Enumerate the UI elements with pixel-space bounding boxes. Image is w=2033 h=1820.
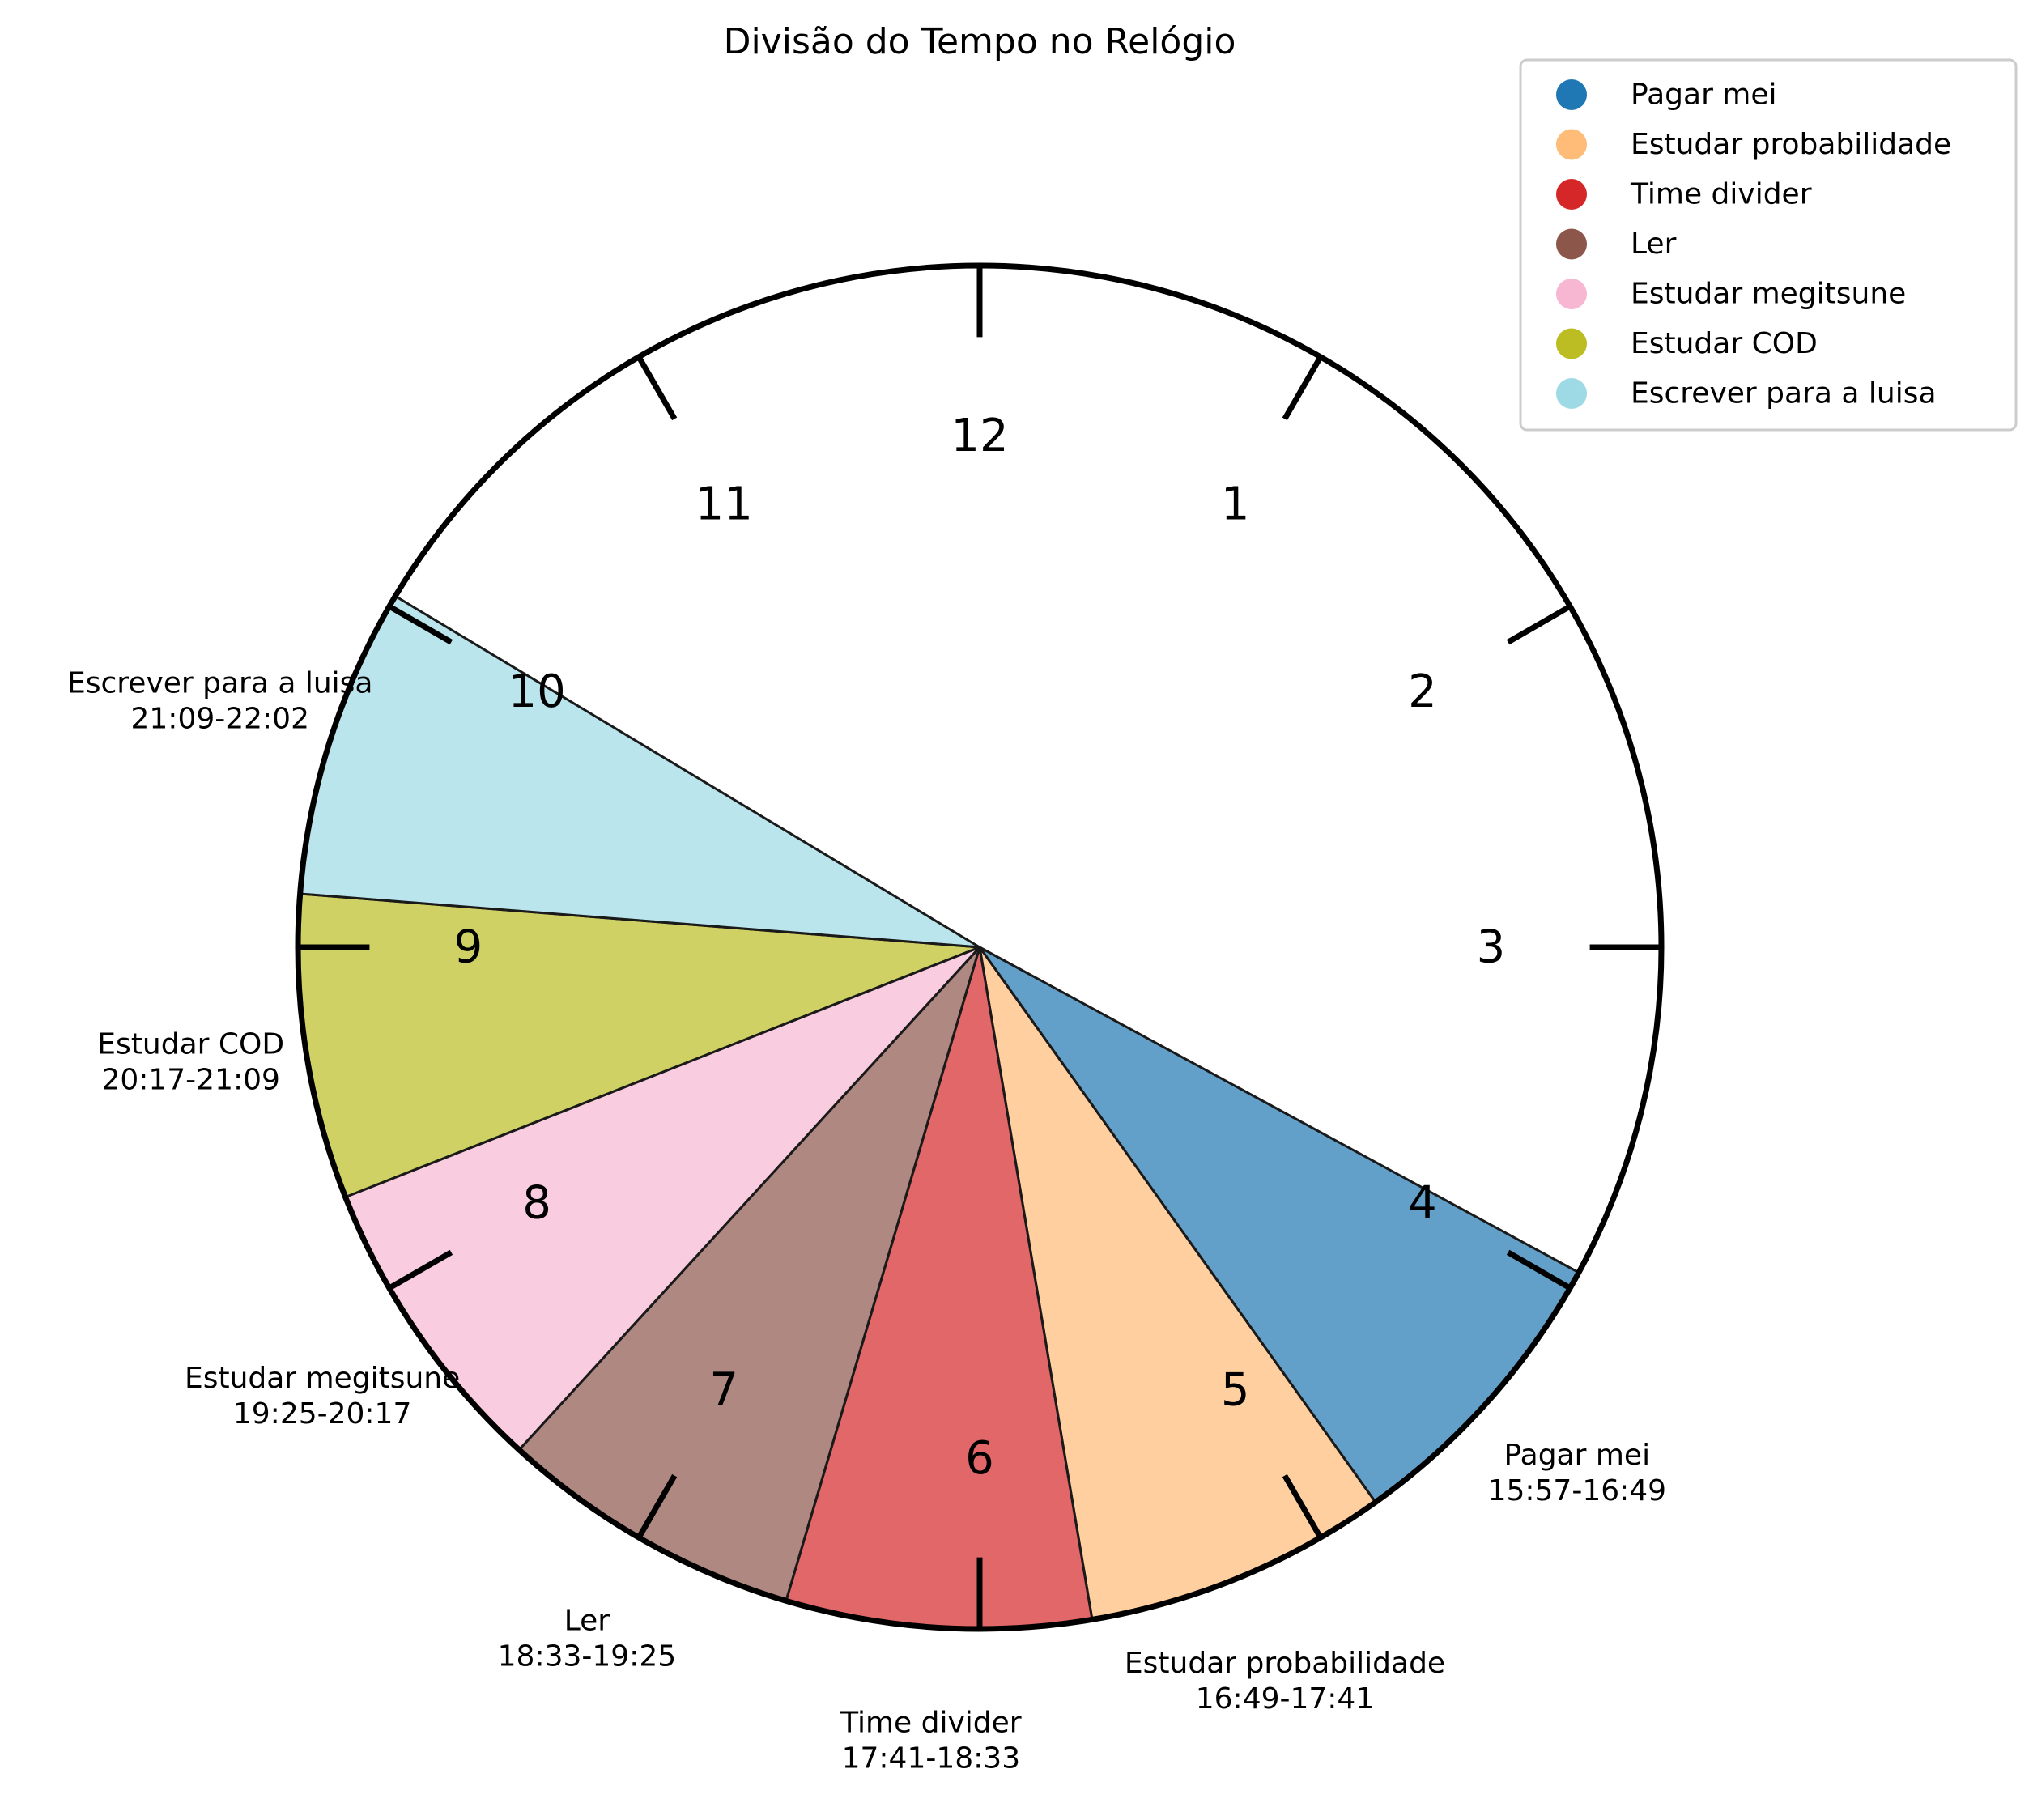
hour-tick-11 [636,355,678,421]
segment-label-2: Estudar probabilidade 16:49-17:41 [1125,1647,1445,1716]
hour-number-2: 2 [1408,665,1437,718]
legend-label-7: Escrever para a luisa [1631,377,1937,410]
hour-tick-8 [388,1249,453,1291]
legend-label-5: Estudar megitsune [1631,278,1906,311]
hour-tick-1 [1282,355,1324,421]
hour-number-11: 11 [695,478,753,531]
hour-tick-2 [1506,603,1572,645]
hour-number-4: 4 [1408,1176,1437,1229]
segment-name-2: Estudar probabilidade [1125,1647,1445,1680]
chart-title: Divisão do Tempo no Relógio [724,21,1236,62]
legend-marker-7 [1556,378,1587,409]
segment-name-4: Ler [564,1604,610,1637]
legend-label-2: Estudar probabilidade [1631,128,1951,161]
segment-time-range-4: 18:33-19:25 [498,1639,676,1673]
hour-tick-10 [388,603,453,645]
hour-number-9: 9 [454,921,483,974]
legend-label-1: Pagar mei [1631,79,1777,112]
segment-name-3: Time divider [840,1706,1022,1739]
hour-number-10: 10 [508,665,565,718]
hour-number-7: 7 [709,1363,738,1416]
segment-time-range-6: 20:17-21:09 [101,1064,279,1097]
hour-tick-4 [1506,1249,1572,1291]
legend-items: Pagar mei Estudar probabilidade Time divid… [1556,79,1951,410]
segment-name-5: Estudar megitsune [185,1362,460,1395]
segment-time-range-5: 19:25-20:17 [233,1397,411,1431]
legend-marker-1 [1556,79,1587,110]
legend-label-3: Time divider [1630,178,1812,211]
segment-time-range-7: 21:09-22:02 [131,703,309,736]
legend-label-4: Ler [1631,228,1677,261]
legend-marker-3 [1556,179,1587,210]
hour-number-5: 5 [1221,1363,1250,1416]
segment-label-3: Time divider 17:41-18:33 [840,1706,1022,1775]
hour-tick-7 [636,1473,678,1539]
legend-marker-4 [1556,228,1587,260]
segment-label-5: Estudar megitsune 19:25-20:17 [185,1362,460,1431]
legend-marker-5 [1556,279,1587,309]
segment-name-1: Pagar mei [1504,1439,1651,1472]
segment-time-range-1: 15:57-16:49 [1488,1474,1666,1507]
segment-label-4: Ler 18:33-19:25 [498,1604,676,1673]
segment-label-6: Estudar COD 20:17-21:09 [97,1028,284,1097]
segment-label-1: Pagar mei 15:57-16:49 [1488,1439,1666,1507]
hour-number-1: 1 [1221,478,1250,531]
segments-layer [296,594,1580,1631]
segment-labels-layer: Pagar mei 15:57-16:49 Estudar probabilidad… [67,667,1666,1775]
segment-name-6: Estudar COD [97,1028,284,1061]
segment-name-7: Escrever para a luisa [67,667,373,700]
legend: Pagar mei Estudar probabilidade Time divid… [1519,58,2018,432]
hour-tick-5 [1282,1473,1324,1539]
hour-number-12: 12 [951,410,1008,462]
legend-marker-2 [1556,129,1587,160]
segment-time-range-3: 17:41-18:33 [842,1741,1020,1775]
legend-marker-6 [1556,328,1587,359]
hour-ticks [298,266,1661,1629]
segment-label-7: Escrever para a luisa 21:09-22:02 [67,667,373,736]
segment-time-range-2: 16:49-17:41 [1196,1682,1374,1716]
hour-number-6: 6 [965,1432,994,1485]
hour-number-3: 3 [1477,921,1506,974]
hour-number-8: 8 [522,1176,551,1229]
legend-frame [1519,58,2018,432]
legend-label-6: Estudar COD [1631,327,1818,360]
segment-wedge-7 [298,594,980,949]
